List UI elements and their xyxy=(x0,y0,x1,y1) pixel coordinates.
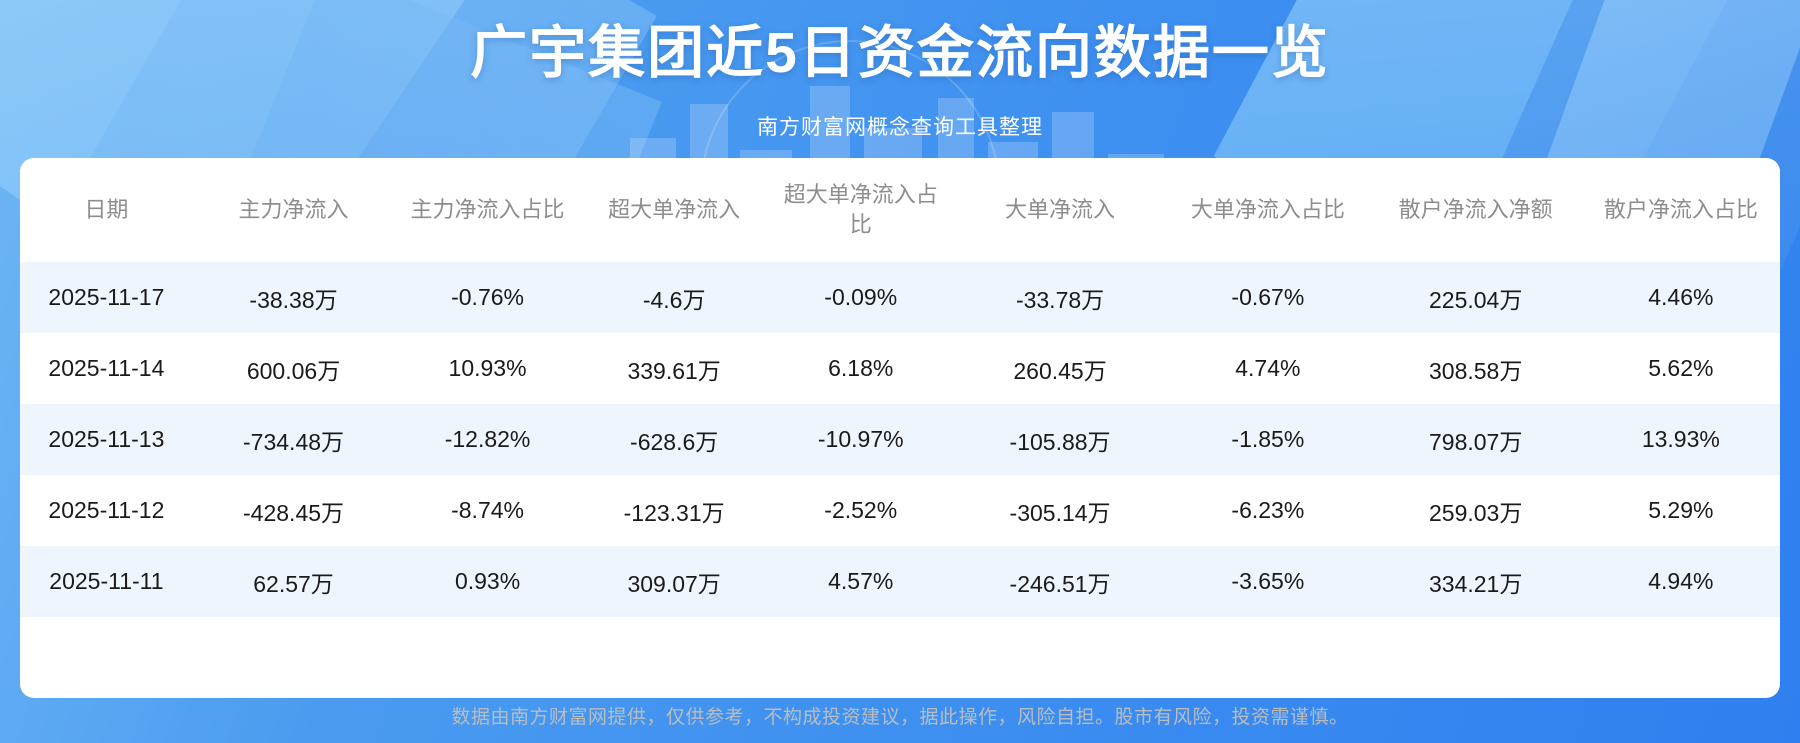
cell-retail-pct: 4.94% xyxy=(1581,546,1780,617)
cell-main-pct: 10.93% xyxy=(394,333,581,404)
cell-date: 2025-11-14 xyxy=(20,333,193,404)
cell-retail-net: 334.21万 xyxy=(1369,546,1582,617)
cell-lg-pct: -0.67% xyxy=(1166,262,1370,333)
table-body: 2025-11-17 -38.38万 -0.76% -4.6万 -0.09% -… xyxy=(20,262,1780,617)
cell-retail-pct: 5.62% xyxy=(1581,333,1780,404)
cell-main-pct: 0.93% xyxy=(394,546,581,617)
data-table-card: 南方财富网 southmoney.com 日期 主力净流入 主力净流入占比 超大… xyxy=(20,158,1780,698)
cell-xl-net: -628.6万 xyxy=(580,404,768,475)
table-row: 2025-11-17 -38.38万 -0.76% -4.6万 -0.09% -… xyxy=(20,262,1780,333)
table-row: 2025-11-12 -428.45万 -8.74% -123.31万 -2.5… xyxy=(20,475,1780,546)
cell-date: 2025-11-12 xyxy=(20,475,193,546)
cell-xl-pct: 6.18% xyxy=(767,333,955,404)
cell-main-net: 62.57万 xyxy=(192,546,395,617)
cell-lg-pct: -1.85% xyxy=(1166,404,1370,475)
cell-main-net: 600.06万 xyxy=(192,333,395,404)
cell-main-net: -428.45万 xyxy=(192,475,395,546)
column-header-date: 日期 xyxy=(20,158,193,262)
column-header-retail-pct: 散户净流入占比 xyxy=(1581,158,1780,262)
cell-lg-net: 260.45万 xyxy=(954,333,1167,404)
cell-xl-pct: -2.52% xyxy=(767,475,955,546)
cell-retail-pct: 13.93% xyxy=(1581,404,1780,475)
cell-date: 2025-11-17 xyxy=(20,262,193,333)
cell-xl-net: 309.07万 xyxy=(580,546,768,617)
table-head: 日期 主力净流入 主力净流入占比 超大单净流入 超大单净流入占比 大单净流入 大… xyxy=(20,158,1780,262)
page-subtitle: 南方财富网概念查询工具整理 xyxy=(757,116,1043,140)
cell-retail-pct: 4.46% xyxy=(1581,262,1780,333)
fund-flow-table: 日期 主力净流入 主力净流入占比 超大单净流入 超大单净流入占比 大单净流入 大… xyxy=(20,158,1780,617)
cell-lg-pct: -6.23% xyxy=(1166,475,1370,546)
cell-lg-net: -33.78万 xyxy=(954,262,1167,333)
cell-retail-net: 308.58万 xyxy=(1369,333,1582,404)
cell-xl-net: -4.6万 xyxy=(580,262,768,333)
cell-lg-net: -246.51万 xyxy=(954,546,1167,617)
cell-xl-net: 339.61万 xyxy=(580,333,768,404)
column-header-xl-pct: 超大单净流入占比 xyxy=(767,158,955,262)
cell-xl-pct: -0.09% xyxy=(767,262,955,333)
cell-retail-net: 259.03万 xyxy=(1369,475,1582,546)
cell-main-net: -734.48万 xyxy=(192,404,395,475)
cell-lg-pct: -3.65% xyxy=(1166,546,1370,617)
cell-main-net: -38.38万 xyxy=(192,262,395,333)
cell-date: 2025-11-11 xyxy=(20,546,193,617)
column-header-lg-net: 大单净流入 xyxy=(954,158,1167,262)
cell-lg-net: -105.88万 xyxy=(954,404,1167,475)
cell-lg-pct: 4.74% xyxy=(1166,333,1370,404)
cell-lg-net: -305.14万 xyxy=(954,475,1167,546)
cell-retail-net: 798.07万 xyxy=(1369,404,1582,475)
cell-retail-pct: 5.29% xyxy=(1581,475,1780,546)
table-row: 2025-11-14 600.06万 10.93% 339.61万 6.18% … xyxy=(20,333,1780,404)
column-header-lg-pct: 大单净流入占比 xyxy=(1166,158,1370,262)
cell-date: 2025-11-13 xyxy=(20,404,193,475)
table-row: 2025-11-13 -734.48万 -12.82% -628.6万 -10.… xyxy=(20,404,1780,475)
column-header-main-pct: 主力净流入占比 xyxy=(394,158,581,262)
footer-disclaimer: 数据由南方财富网提供，仅供参考，不构成投资建议，据此操作，风险自担。股市有风险，… xyxy=(451,707,1349,728)
table-row: 2025-11-11 62.57万 0.93% 309.07万 4.57% -2… xyxy=(20,546,1780,617)
cell-main-pct: -8.74% xyxy=(394,475,581,546)
cell-xl-pct: -10.97% xyxy=(767,404,955,475)
column-header-main-net: 主力净流入 xyxy=(192,158,395,262)
page-header: 广宇集团近5日资金流向数据一览 南方财富网概念查询工具整理 xyxy=(0,0,1800,141)
column-header-retail-net: 散户净流入净额 xyxy=(1369,158,1582,262)
cell-xl-pct: 4.57% xyxy=(767,546,955,617)
cell-main-pct: -0.76% xyxy=(394,262,581,333)
cell-xl-net: -123.31万 xyxy=(580,475,768,546)
table-header-row: 日期 主力净流入 主力净流入占比 超大单净流入 超大单净流入占比 大单净流入 大… xyxy=(20,158,1780,262)
cell-main-pct: -12.82% xyxy=(394,404,581,475)
cell-retail-net: 225.04万 xyxy=(1369,262,1582,333)
column-header-xl-net: 超大单净流入 xyxy=(580,158,768,262)
page-title: 广宇集团近5日资金流向数据一览 xyxy=(470,21,1330,85)
